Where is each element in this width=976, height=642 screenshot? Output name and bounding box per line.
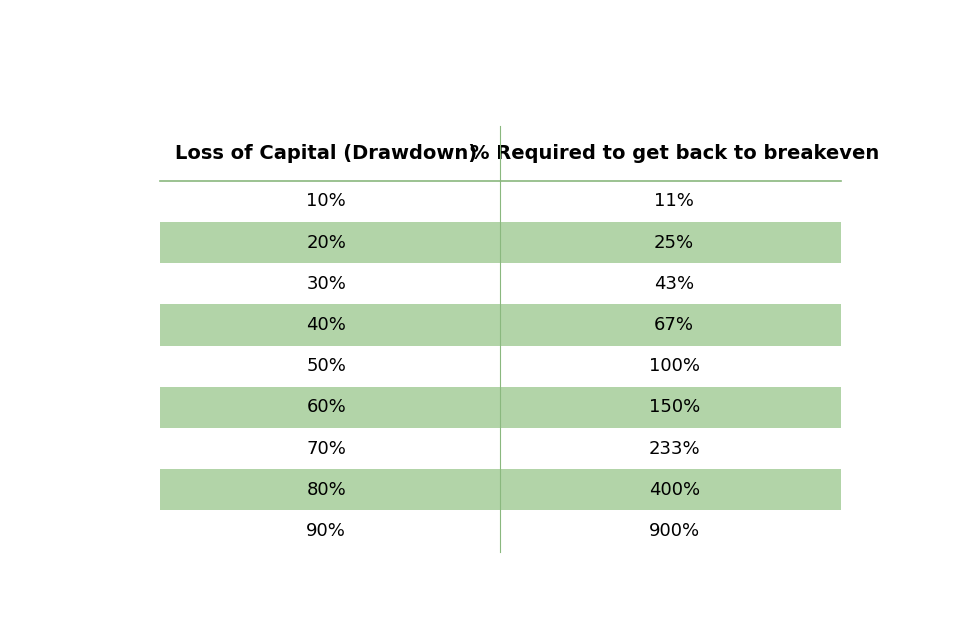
Text: 60%: 60% (306, 399, 346, 417)
FancyBboxPatch shape (160, 304, 840, 345)
Text: 80%: 80% (306, 481, 346, 499)
Text: 20%: 20% (306, 234, 346, 252)
Text: 233%: 233% (648, 440, 700, 458)
Text: 25%: 25% (654, 234, 694, 252)
Text: 100%: 100% (649, 357, 700, 375)
Text: 11%: 11% (654, 193, 694, 211)
FancyBboxPatch shape (160, 469, 840, 510)
Text: 10%: 10% (306, 193, 346, 211)
Text: 40%: 40% (306, 316, 346, 334)
Text: Loss of Capital (Drawdown): Loss of Capital (Drawdown) (175, 144, 477, 163)
Text: 30%: 30% (306, 275, 346, 293)
Text: 50%: 50% (306, 357, 346, 375)
Text: 90%: 90% (306, 522, 346, 540)
Text: 43%: 43% (654, 275, 694, 293)
Text: 150%: 150% (648, 399, 700, 417)
FancyBboxPatch shape (160, 387, 840, 428)
Text: 70%: 70% (306, 440, 346, 458)
Text: % Required to get back to breakeven: % Required to get back to breakeven (469, 144, 878, 163)
Text: 900%: 900% (649, 522, 700, 540)
Text: 67%: 67% (654, 316, 694, 334)
FancyBboxPatch shape (160, 222, 840, 263)
Text: 400%: 400% (649, 481, 700, 499)
